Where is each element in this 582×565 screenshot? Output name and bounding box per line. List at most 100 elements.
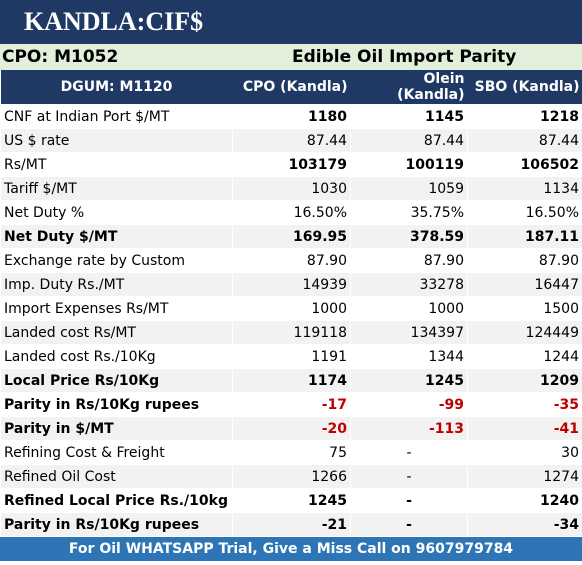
- footer: For Oil WHATSAPP Trial, Give a Miss Call…: [0, 537, 582, 561]
- value-cell: 1174: [232, 368, 351, 393]
- value-cell: 87.90: [350, 248, 468, 273]
- row-label: Import Expenses Rs/MT: [0, 296, 233, 321]
- row-label: Rs/MT: [0, 152, 233, 177]
- row-label: CNF at Indian Port $/MT: [0, 104, 233, 129]
- value-cell: 378.59: [350, 224, 468, 249]
- value-cell: 87.44: [232, 128, 351, 153]
- value-cell: 1344: [350, 344, 468, 369]
- value-cell: 1274: [467, 464, 582, 489]
- row: US $ rate 87.44 87.44 87.44: [0, 128, 582, 153]
- header-row: DGUM: M1120 CPO (Kandla) Olein (Kandla) SBO…: [0, 70, 582, 105]
- row-label: Tariff $/MT: [0, 176, 233, 201]
- row: Landed cost Rs./10Kg 1191 1344 1244: [0, 344, 582, 369]
- row: Rs/MT 103179 100119 106502: [0, 152, 582, 177]
- row: Parity in Rs/10Kg rupees -17 -99 -35: [0, 392, 582, 417]
- column-header: Olein (Kandla): [350, 70, 468, 105]
- row-label: Net Duty %: [0, 200, 233, 225]
- value-cell: -17: [232, 392, 351, 417]
- value-cell: -41: [467, 416, 582, 441]
- row: Imp. Duty Rs./MT 14939 33278 16447: [0, 272, 582, 297]
- row-label: Refining Cost & Freight: [0, 440, 233, 465]
- value-cell: 35.75%: [350, 200, 468, 225]
- title: KANDLA:CIF$: [0, 0, 582, 44]
- value-cell: -21: [232, 512, 351, 537]
- value-cell: -: [350, 512, 468, 537]
- value-cell: 1030: [232, 176, 351, 201]
- value-cell: 1134: [467, 176, 582, 201]
- value-cell: 187.11: [467, 224, 582, 249]
- value-cell: 1209: [467, 368, 582, 393]
- row: Tariff $/MT 1030 1059 1134: [0, 176, 582, 201]
- value-cell: -35: [467, 392, 582, 417]
- value-cell: 1245: [350, 368, 468, 393]
- value-cell: -34: [467, 512, 582, 537]
- row-label: Parity in $/MT: [0, 416, 233, 441]
- value-cell: 106502: [467, 152, 582, 177]
- value-cell: 87.90: [232, 248, 351, 273]
- row-label: Parity in Rs/10Kg rupees: [0, 392, 233, 417]
- value-cell: -99: [350, 392, 468, 417]
- value-cell: -: [350, 488, 468, 513]
- row: Net Duty $/MT 169.95 378.59 187.11: [0, 224, 582, 249]
- value-cell: 103179: [232, 152, 351, 177]
- row: Refining Cost & Freight 75-30: [0, 440, 582, 465]
- value-cell: 1000: [350, 296, 468, 321]
- value-cell: 119118: [232, 320, 351, 345]
- contract: CPO: M1052: [2, 47, 119, 67]
- row-label: Refined Local Price Rs./10kg: [0, 488, 233, 513]
- value-cell: 87.90: [467, 248, 582, 273]
- row-label: Parity in Rs/10Kg rupees: [0, 512, 233, 537]
- value-cell: 1000: [232, 296, 351, 321]
- value-cell: 75: [232, 440, 351, 465]
- value-cell: -20: [232, 416, 351, 441]
- value-cell: 1266: [232, 464, 351, 489]
- value-cell: 1145: [350, 104, 468, 129]
- row-label: Refined Oil Cost: [0, 464, 233, 489]
- value-cell: 100119: [350, 152, 468, 177]
- row: Net Duty % 16.50% 35.75% 16.50%: [0, 200, 582, 225]
- row-label: Imp. Duty Rs./MT: [0, 272, 233, 297]
- row: Landed cost Rs/MT 119118 134397 124449: [0, 320, 582, 345]
- row: Import Expenses Rs/MT 1000 1000 1500: [0, 296, 582, 321]
- value-cell: 1180: [232, 104, 351, 129]
- row-label: Landed cost Rs./10Kg: [0, 344, 233, 369]
- value-cell: -: [350, 464, 468, 489]
- value-cell: -: [350, 440, 468, 465]
- value-cell: 33278: [350, 272, 468, 297]
- value-cell: 1244: [467, 344, 582, 369]
- value-cell: 87.44: [350, 128, 468, 153]
- value-cell: 169.95: [232, 224, 351, 249]
- row: Parity in $/MT -20 -113 -41: [0, 416, 582, 441]
- row: CNF at Indian Port $/MT 1180 1145 1218: [0, 104, 582, 129]
- row: Parity in Rs/10Kg rupees -21- -34: [0, 512, 582, 537]
- value-cell: 16.50%: [232, 200, 351, 225]
- row: Local Price Rs/10Kg 1174 1245 1209: [0, 368, 582, 393]
- value-cell: 1240: [467, 488, 582, 513]
- column-header: CPO (Kandla): [232, 70, 351, 105]
- value-cell: 16.50%: [467, 200, 582, 225]
- value-cell: 1500: [467, 296, 582, 321]
- row: Refined Local Price Rs./10kg 1245-1240: [0, 488, 582, 513]
- value-cell: 1218: [467, 104, 582, 129]
- row: Exchange rate by Custom 87.90 87.90 87.90: [0, 248, 582, 273]
- value-cell: 124449: [467, 320, 582, 345]
- value-cell: 1245: [232, 488, 351, 513]
- row-label: Net Duty $/MT: [0, 224, 233, 249]
- value-cell: 14939: [232, 272, 351, 297]
- row-label: Landed cost Rs/MT: [0, 320, 233, 345]
- value-cell: 1191: [232, 344, 351, 369]
- row-label: US $ rate: [0, 128, 233, 153]
- row-label: Exchange rate by Custom: [0, 248, 233, 273]
- value-cell: 16447: [467, 272, 582, 297]
- column-header: DGUM: M1120: [0, 70, 233, 105]
- subtitle-bar: CPO: M1052 Edible Oil Import Parity: [0, 44, 582, 70]
- column-header: SBO (Kandla): [467, 70, 582, 105]
- value-cell: 30: [467, 440, 582, 465]
- value-cell: -113: [350, 416, 468, 441]
- row-label: Local Price Rs/10Kg: [0, 368, 233, 393]
- value-cell: 134397: [350, 320, 468, 345]
- value-cell: 1059: [350, 176, 468, 201]
- parity-table: DGUM: M1120 CPO (Kandla) Olein (Kandla) SBO…: [0, 70, 582, 537]
- subtitle: Edible Oil Import Parity: [292, 47, 517, 67]
